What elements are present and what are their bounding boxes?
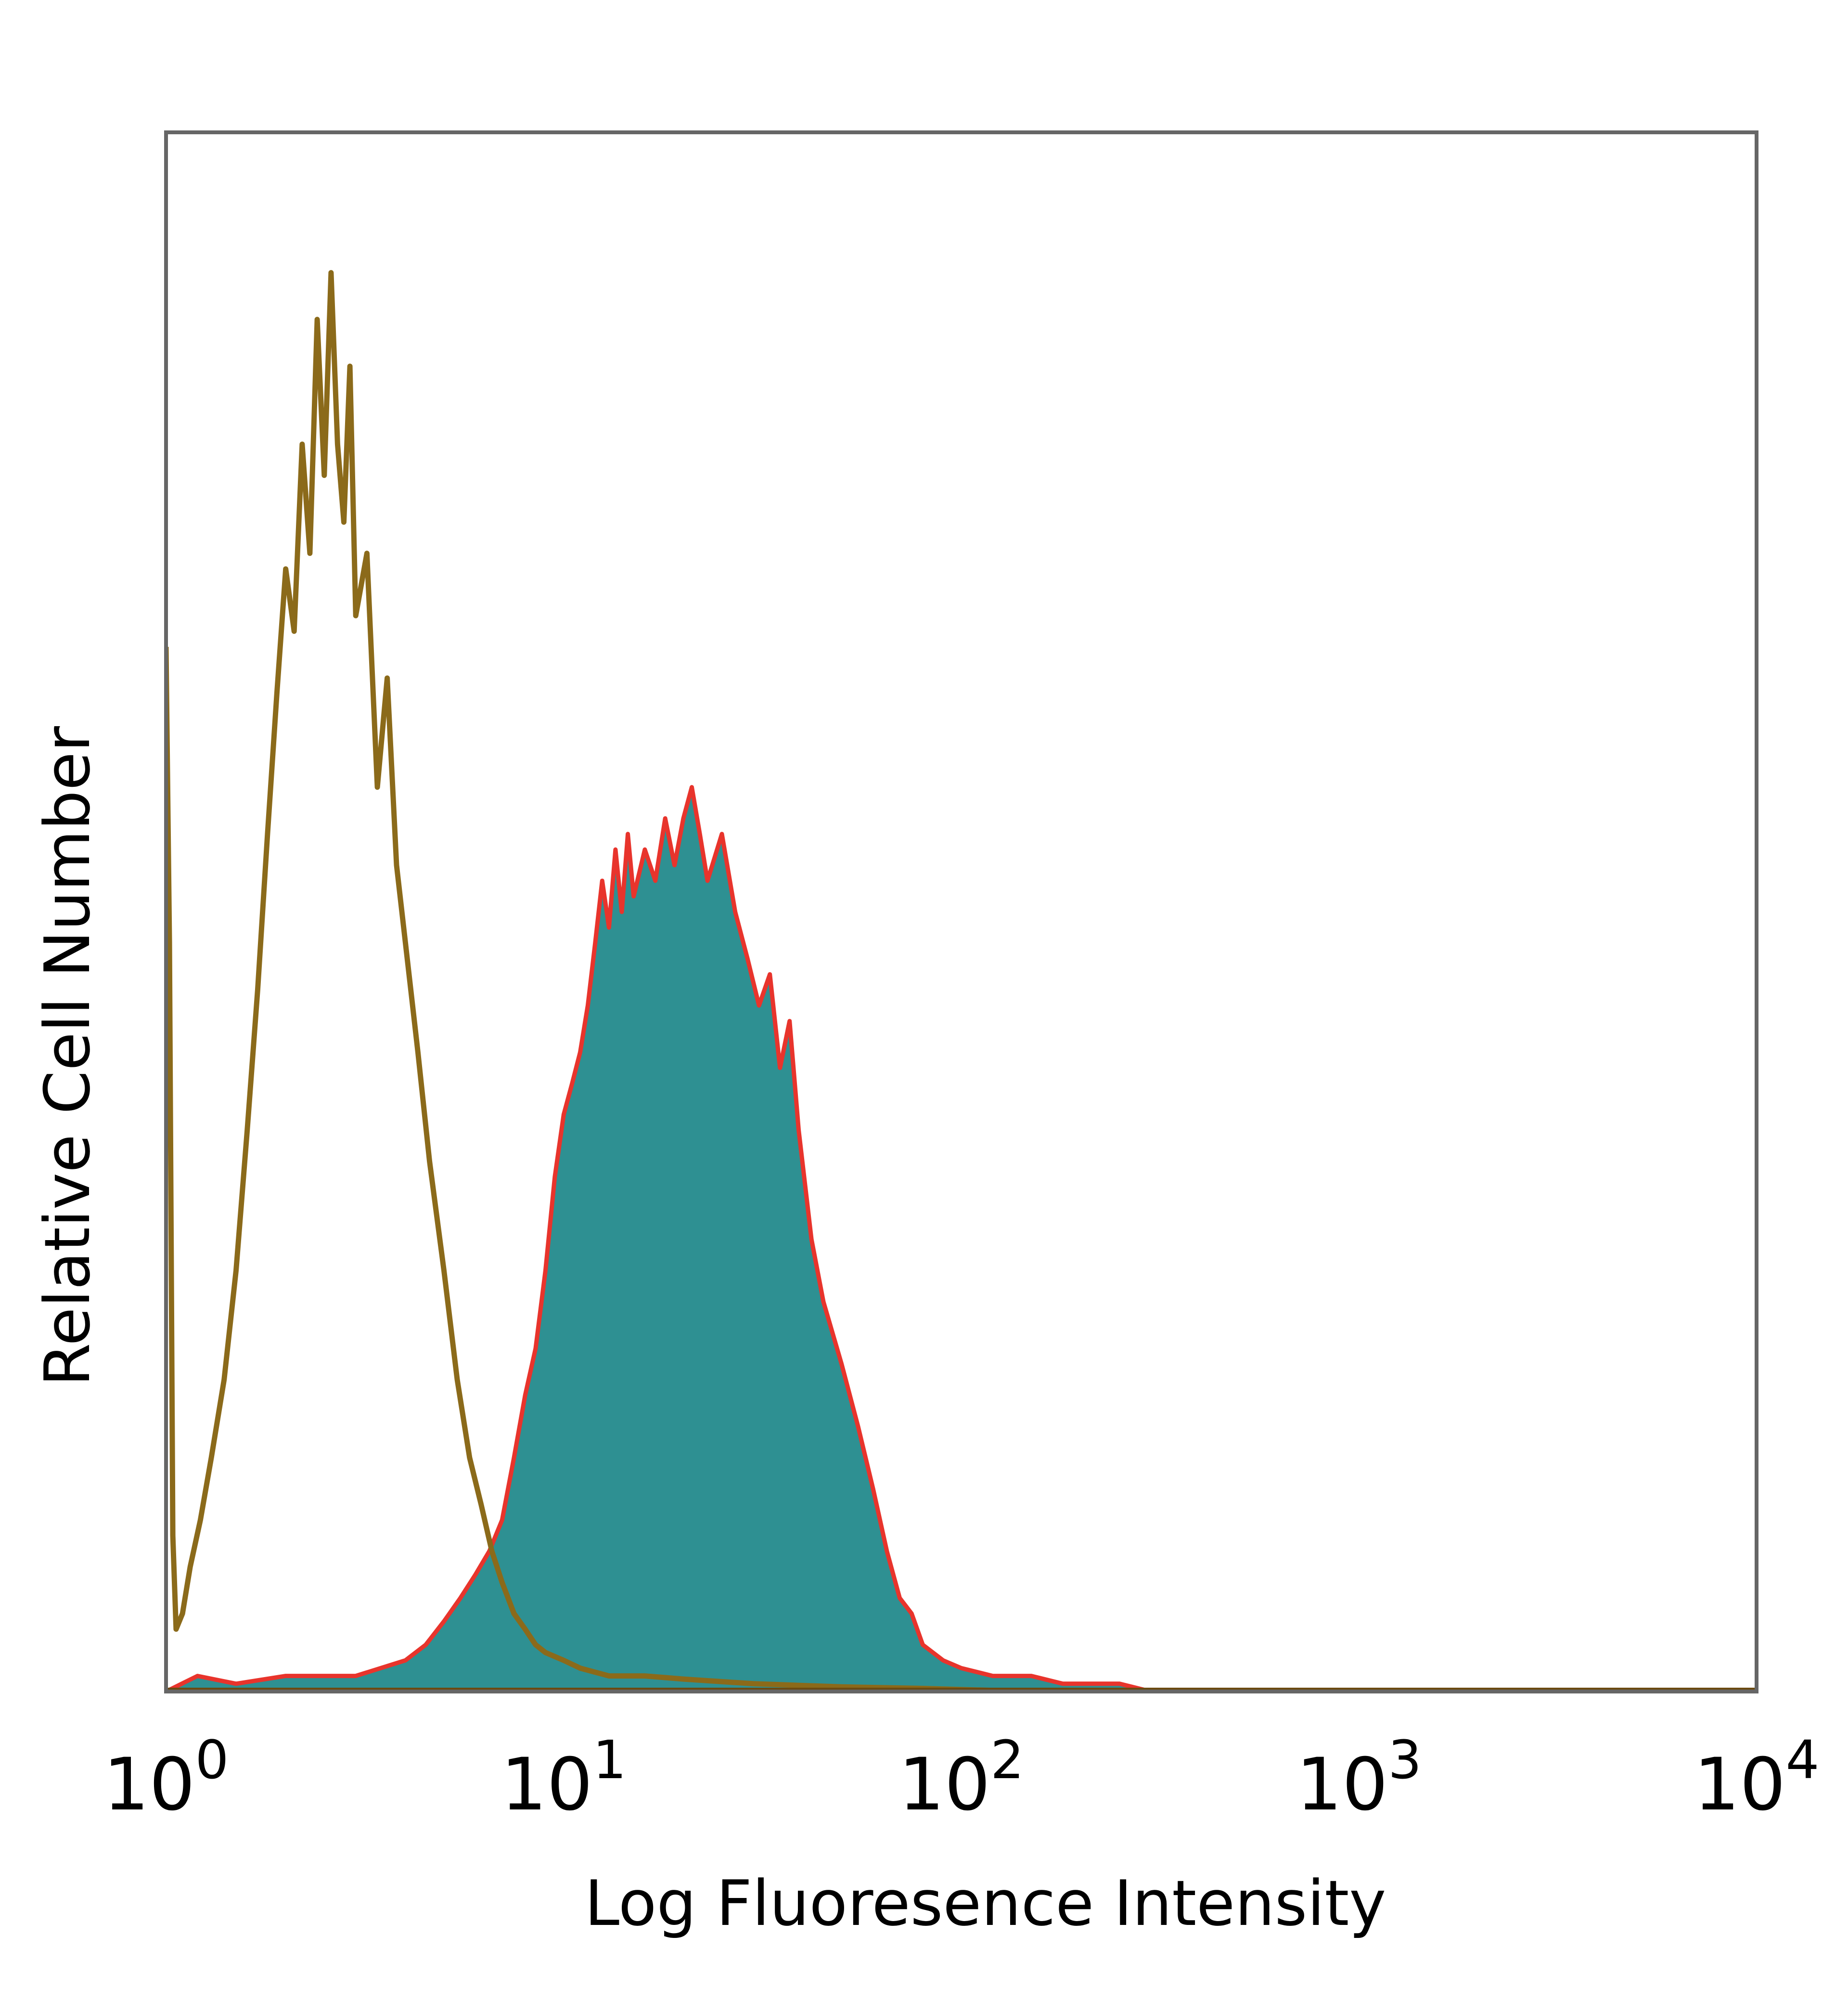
x-tick-label: 102 xyxy=(898,1729,1024,1827)
plot-area xyxy=(166,270,1757,1692)
x-tick-exponent: 0 xyxy=(195,1729,229,1791)
x-tick-base: 10 xyxy=(1296,1743,1388,1827)
x-tick-exponent: 3 xyxy=(1388,1729,1422,1791)
series-0-outline xyxy=(166,270,1757,1692)
x-axis-title: Log Fluoresence Intensity xyxy=(585,1867,1386,1940)
plot-frame xyxy=(164,130,1758,1693)
x-tick-base: 10 xyxy=(898,1743,990,1827)
x-tick-exponent: 1 xyxy=(593,1729,627,1791)
x-tick-label: 100 xyxy=(103,1729,229,1827)
x-tick-base: 10 xyxy=(103,1743,195,1827)
x-tick-exponent: 2 xyxy=(990,1729,1024,1791)
x-tick-label: 103 xyxy=(1296,1729,1422,1827)
x-tick-exponent: 4 xyxy=(1785,1729,1819,1791)
x-tick-label: 104 xyxy=(1694,1729,1820,1827)
series-1-filled-area xyxy=(166,787,1757,1692)
x-tick-base: 10 xyxy=(1694,1743,1786,1827)
y-axis-title: Relative Cell Number xyxy=(31,726,104,1386)
x-axis-ticks: 100 101 102 103 104 xyxy=(103,1729,1820,1827)
x-tick-base: 10 xyxy=(501,1743,593,1827)
x-tick-label: 101 xyxy=(501,1729,627,1827)
